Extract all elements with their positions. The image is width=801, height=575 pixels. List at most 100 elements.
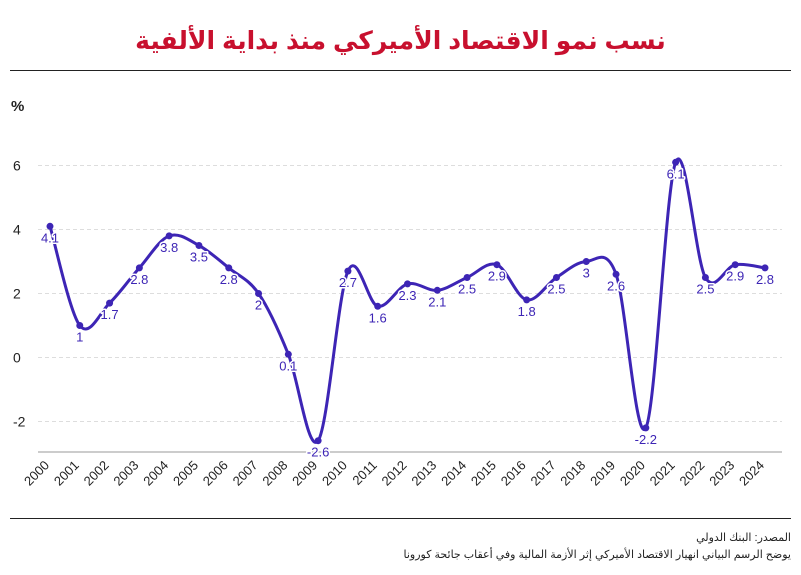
data-label: 3 [583,266,590,281]
data-label-halo: 2.9 [488,269,506,284]
data-point [433,286,441,294]
data-labels: 4.14.1111.71.72.82.83.83.83.53.52.82.822… [39,165,775,461]
data-point [135,264,143,272]
data-label-halo: 2 [255,298,262,313]
data-point [106,299,114,307]
x-tick-label: 2018 [557,458,588,489]
data-point [523,296,531,304]
x-tick-label: 2013 [408,458,439,489]
data-label-halo: 2.8 [756,272,774,287]
data-label-halo: -2.2 [635,432,657,447]
x-tick-label: 2003 [110,458,141,489]
chart-title: نسب نمو الاقتصاد الأميركي منذ بداية الأل… [135,27,666,55]
x-tick-label: 2007 [230,458,261,489]
data-label: 2.5 [458,282,476,297]
data-label: 3.8 [160,240,178,255]
data-label: 1.6 [369,310,387,325]
data-point [46,222,54,230]
data-label-halo: 0.1 [279,358,297,373]
x-tick-label: 2000 [21,458,52,489]
data-label: 2.8 [220,272,238,287]
data-label-halo: 2.5 [696,282,714,297]
data-label-halo: 3.8 [160,240,178,255]
x-tick-label: 2021 [647,458,678,489]
data-label: 3.5 [190,250,208,265]
data-point [612,270,620,278]
data-label: 1.8 [518,304,536,319]
data-label-halo: 1.7 [101,307,119,322]
data-point [463,274,471,281]
data-points [46,158,769,445]
y-tick-labels: -2 0 2 4 6 [13,158,26,430]
data-label-halo: 2.8 [130,272,148,287]
data-label: 2.1 [428,294,446,309]
title-divider [10,70,791,71]
data-label: 2.9 [488,269,506,284]
x-tick-label: 2016 [498,458,529,489]
x-tick-label: 2024 [736,458,767,489]
data-label: -2.6 [307,445,329,460]
y-axis-unit: % [11,98,25,115]
data-label: 2.6 [607,278,625,293]
x-tick-label: 2017 [528,458,559,489]
x-tick-label: 2023 [706,458,737,489]
data-label: 2.3 [398,288,416,303]
data-label: 4.1 [41,230,59,245]
data-label: 2.7 [339,275,357,290]
source-note: المصدر: البنك الدولي [696,532,791,544]
data-label-halo: 2.8 [220,272,238,287]
x-tick-label: 2009 [289,458,320,489]
data-point [493,261,501,269]
data-point [404,280,411,288]
data-label: 2.8 [130,272,148,287]
data-point [344,267,352,275]
data-point [761,264,769,272]
x-tick-labels: 2000200120022003200420052006200720082009… [21,458,767,489]
data-label-halo: 1 [76,330,83,345]
x-tick-label: 2008 [259,458,290,489]
data-point [582,258,590,265]
x-tick-label: 2002 [81,458,112,489]
grid-lines [38,165,782,453]
data-point [225,264,233,272]
x-tick-label: 2020 [617,458,648,489]
x-tick-label: 2011 [349,458,379,488]
y-tick-label: -2 [13,414,26,430]
data-label-halo: 2.5 [547,282,565,297]
data-label-halo: 1.6 [369,310,387,325]
data-point [642,424,650,432]
data-label-halo: 2.5 [458,282,476,297]
data-point [76,322,84,329]
data-point [731,261,739,269]
x-tick-label: 2014 [438,458,469,489]
data-label: 0.1 [279,358,297,373]
y-tick-label: 6 [13,158,21,174]
footer-divider [10,518,791,519]
x-tick-label: 2001 [51,458,82,489]
data-label-halo: 2.9 [726,269,744,284]
y-tick-label: 0 [13,350,21,366]
y-tick-label: 4 [13,222,21,238]
data-label-halo: 2.6 [607,278,625,293]
data-label: 2.5 [547,282,565,297]
series-line [48,157,766,444]
caption-note: يوضح الرسم البياني انهيار الاقتصاد الأمي… [403,549,792,561]
x-tick-label: 2010 [319,458,350,489]
data-point [284,350,292,358]
data-label-halo: 2.7 [339,275,357,290]
data-label-halo: 2.1 [428,294,446,309]
data-label: 2.8 [756,272,774,287]
line-chart: -2 0 2 4 6 200020012002200320042005200620072… [13,157,782,489]
x-tick-label: 2019 [587,458,618,489]
data-label-halo: -2.6 [307,445,329,460]
data-label-halo: 6.1 [667,166,685,181]
data-point [672,158,680,166]
x-tick-label: 2022 [676,458,707,489]
data-label: 2.9 [726,269,744,284]
data-point [374,302,382,310]
data-label: 1 [76,330,83,345]
data-label: 1.7 [101,307,119,322]
data-point [314,437,322,445]
data-label: -2.2 [635,432,657,447]
x-tick-label: 2012 [379,458,410,489]
